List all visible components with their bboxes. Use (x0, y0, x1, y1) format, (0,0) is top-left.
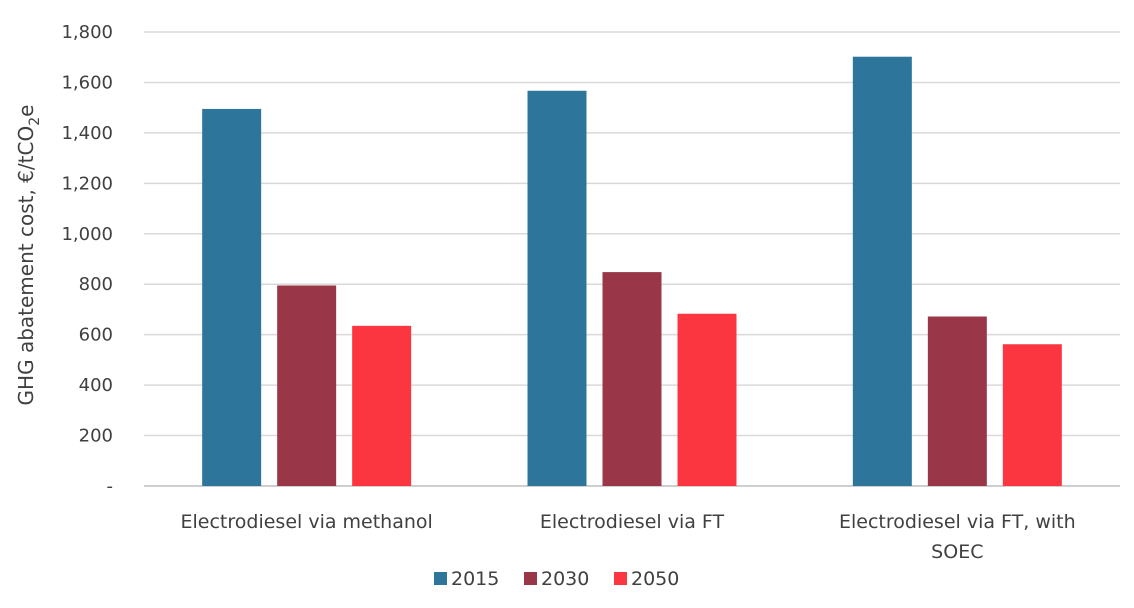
y-tick-label: 1,800 (61, 22, 113, 43)
bar-2050-3 (1002, 344, 1062, 486)
bar-2050-2 (677, 313, 737, 486)
x-category-labels: Electrodiesel via methanol Electrodiesel … (181, 511, 1076, 563)
bar-2015-1 (202, 108, 262, 486)
legend-label-2030: 2030 (541, 568, 589, 590)
bar-2030-2 (602, 272, 662, 486)
y-tick-label: 600 (79, 325, 113, 346)
y-tick-label: 1,000 (61, 224, 113, 245)
y-tick-label: 1,200 (61, 173, 113, 194)
bar-2015-3 (852, 56, 912, 487)
bar-2050-1 (352, 325, 412, 486)
legend-label-2015: 2015 (451, 568, 499, 590)
y-tick-label: 400 (79, 375, 113, 396)
y-tick-label: 1,600 (61, 72, 113, 93)
x-category-label: Electrodiesel via FT, with SOEC (839, 511, 1076, 563)
x-category-label: Electrodiesel via methanol (181, 511, 433, 533)
y-tick-labels: - 200 400 600 800 1,000 1,200 1,400 1,600 1,800 (61, 22, 113, 497)
bars (202, 56, 1062, 487)
y-axis-title: GHG abatement cost, €/tCO2e (14, 105, 43, 406)
bar-2030-1 (277, 285, 337, 486)
legend-swatch-2015 (434, 572, 447, 585)
y-tick-label: 800 (79, 274, 113, 295)
legend-swatch-2050 (614, 572, 627, 585)
bar-2030-3 (927, 316, 987, 486)
y-tick-label: 1,400 (61, 123, 113, 144)
bar-2015-2 (527, 90, 587, 487)
legend: 2015 2030 2050 (434, 568, 679, 590)
legend-label-2050: 2050 (631, 568, 679, 590)
x-category-label: Electrodiesel via FT (540, 511, 725, 533)
y-tick-label: 200 (79, 426, 113, 447)
legend-swatch-2030 (524, 572, 537, 585)
y-tick-label: - (107, 476, 114, 497)
